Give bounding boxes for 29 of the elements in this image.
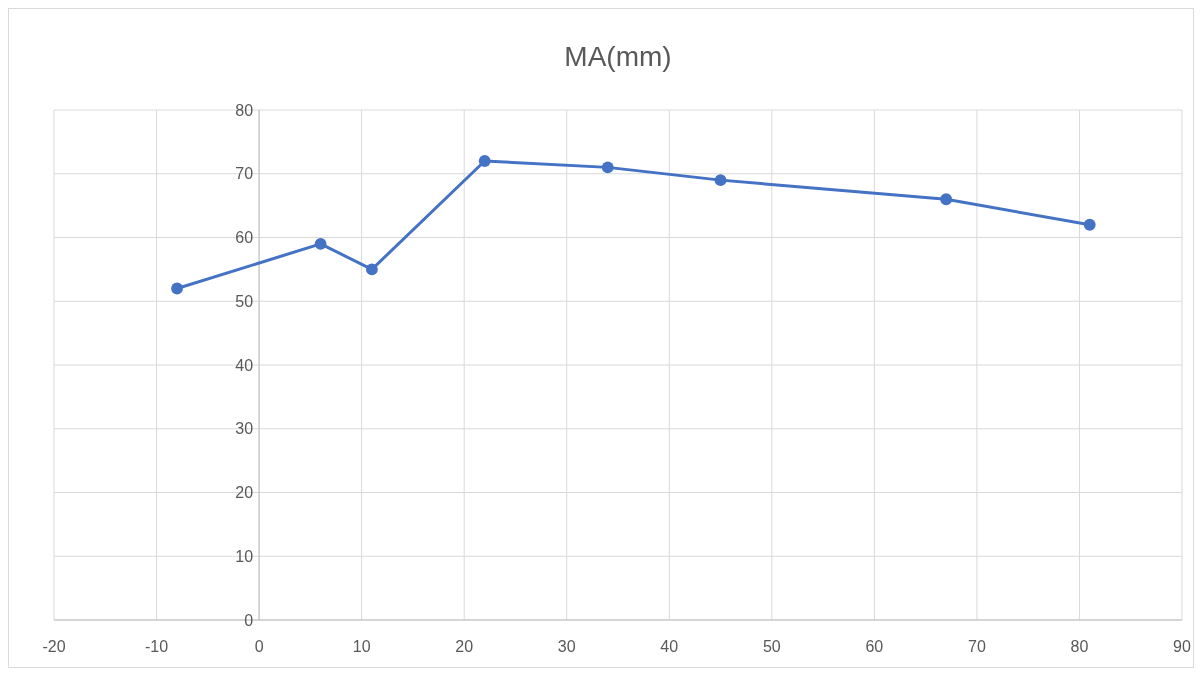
y-tick-label: 0 — [244, 611, 254, 629]
y-tick-label: 40 — [235, 356, 254, 374]
x-tick-label: 80 — [1070, 638, 1089, 655]
point — [714, 174, 727, 187]
x-tick-label: 20 — [455, 638, 474, 655]
y-tick-label: 10 — [235, 547, 254, 565]
y-tick-label: 30 — [235, 420, 254, 438]
point — [1083, 218, 1096, 231]
y-tick-label: 60 — [235, 229, 254, 247]
point — [171, 282, 183, 295]
x-tick-label: 60 — [865, 638, 884, 655]
x-tick-label: -10 — [144, 638, 169, 655]
x-tick-label: 90 — [1173, 638, 1191, 655]
point — [365, 263, 378, 276]
x-tick-label: -20 — [42, 638, 66, 655]
y-tick-label: 20 — [235, 484, 254, 502]
x-tick-label: 70 — [968, 638, 986, 655]
point — [940, 193, 953, 206]
y-tick-label: 80 — [235, 101, 254, 119]
point — [314, 237, 327, 250]
x-tick-label: 40 — [660, 638, 679, 655]
x-tick-label: 50 — [762, 638, 781, 655]
x-tick-label: 30 — [557, 638, 576, 655]
point — [478, 155, 491, 167]
point — [601, 161, 614, 174]
x-tick-label: 10 — [352, 638, 371, 655]
chart-title: MA(mm) — [564, 41, 672, 72]
y-tick-label: 50 — [235, 292, 254, 310]
y-tick-label: 70 — [235, 165, 254, 183]
